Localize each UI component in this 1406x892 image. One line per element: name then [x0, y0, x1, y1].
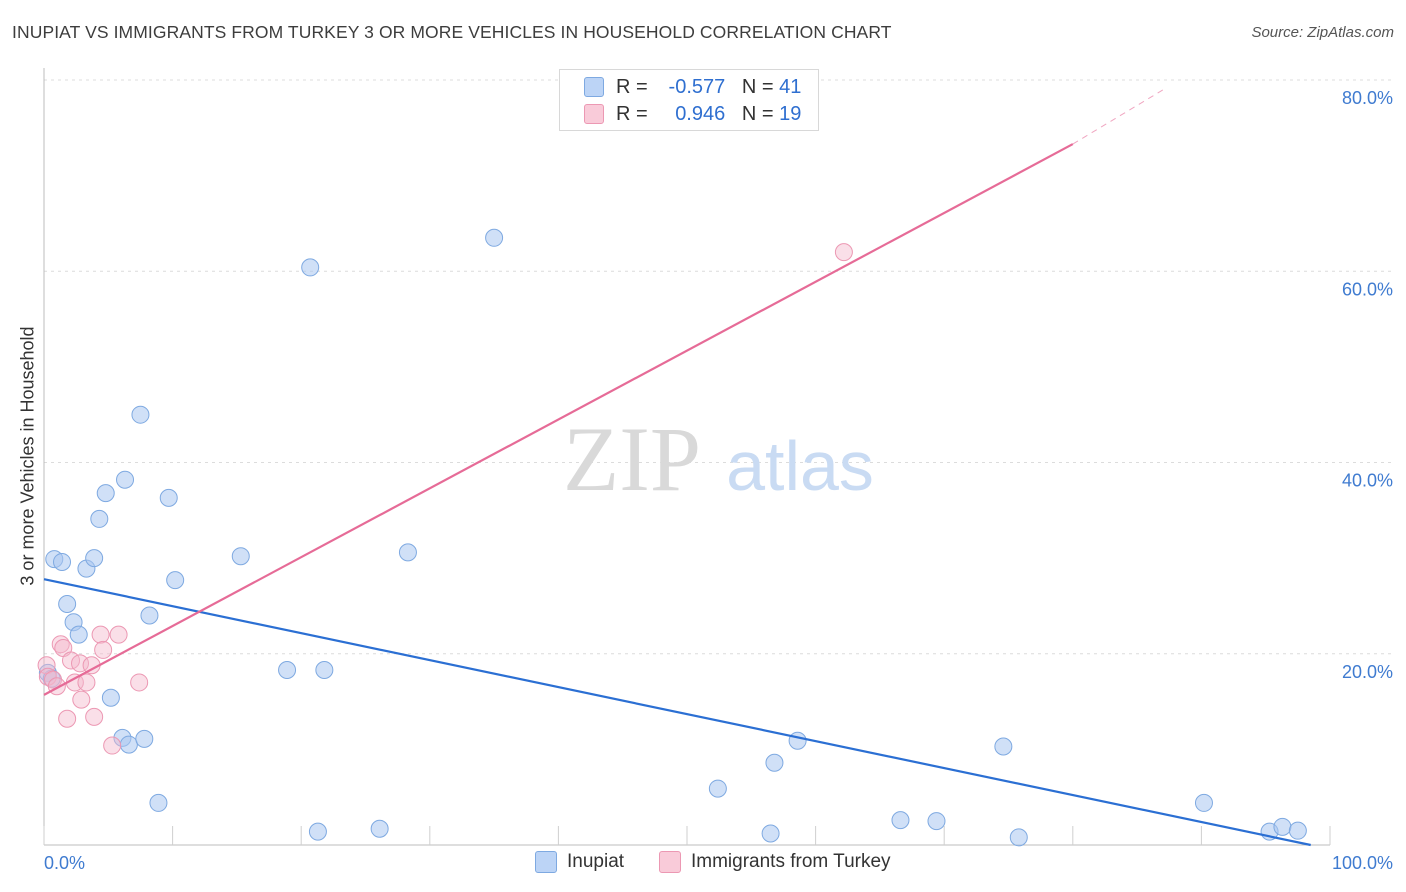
point-inupiat	[708, 779, 727, 798]
legend-n-label: N =	[741, 75, 774, 98]
point-inupiat	[315, 661, 334, 680]
point-inupiat	[278, 661, 297, 680]
point-inupiat	[398, 543, 417, 562]
y-tick-label: 80.0%	[1342, 88, 1393, 108]
point-inupiat	[96, 484, 115, 503]
point-turkey	[103, 736, 122, 755]
watermark-atlas: atlas	[726, 427, 874, 505]
point-inupiat	[101, 688, 120, 707]
point-inupiat	[994, 737, 1013, 756]
point-turkey	[58, 709, 77, 728]
watermark-zip: ZIP	[563, 408, 701, 510]
point-inupiat	[761, 824, 780, 843]
legend-r-label: R =	[616, 102, 648, 125]
point-inupiat	[1194, 793, 1213, 812]
point-inupiat	[90, 509, 109, 528]
legend-r-value-inupiat: -0.577	[668, 75, 726, 98]
series-legend-turkey: Immigrants from Turkey	[659, 851, 891, 873]
legend-n-value-inupiat: 41	[779, 75, 802, 98]
watermark: ZIP atlas	[563, 408, 874, 510]
legend-r-value-turkey: 0.946	[675, 102, 726, 125]
chart-source: Source: ZipAtlas.com	[1251, 24, 1394, 41]
point-inupiat	[788, 731, 807, 750]
trend-lines	[43, 87, 1311, 847]
legend-n-label: N =	[741, 102, 774, 125]
point-inupiat	[891, 811, 910, 830]
trend-line-inupiat	[43, 578, 1311, 847]
legend-row-inupiat: R = -0.577 N = 41	[584, 75, 801, 99]
point-inupiat	[1288, 821, 1307, 840]
y-tick-label: 60.0%	[1342, 279, 1393, 299]
point-inupiat	[301, 258, 320, 277]
y-tick-label: 40.0%	[1342, 471, 1393, 491]
point-inupiat	[485, 228, 504, 247]
point-inupiat	[308, 822, 327, 841]
point-inupiat	[149, 793, 168, 812]
series-legend: Inupiat Immigrants from Turkey	[0, 851, 1406, 877]
point-turkey	[72, 690, 91, 709]
point-inupiat	[370, 819, 389, 838]
gridlines	[44, 79, 1392, 655]
point-inupiat	[131, 405, 150, 424]
point-inupiat	[135, 729, 154, 748]
point-inupiat	[116, 470, 135, 489]
point-turkey	[91, 625, 110, 644]
point-inupiat	[58, 595, 77, 614]
point-inupiat	[140, 606, 159, 625]
legend-swatch-inupiat	[584, 77, 604, 97]
tick-labels: 20.0% 40.0% 60.0% 80.0% 0.0% 100.0%	[44, 88, 1393, 873]
trend-line-turkey-extension	[1072, 87, 1167, 145]
point-inupiat	[1009, 828, 1028, 847]
trend-line-turkey	[43, 143, 1074, 696]
point-inupiat	[231, 547, 250, 566]
axes	[43, 68, 1331, 846]
data-points	[37, 228, 1307, 847]
point-turkey	[94, 640, 113, 659]
point-inupiat	[159, 488, 178, 507]
point-turkey	[77, 673, 96, 692]
point-inupiat	[85, 549, 104, 568]
y-tick-label: 20.0%	[1342, 662, 1393, 682]
chart-title: INUPIAT VS IMMIGRANTS FROM TURKEY 3 OR M…	[12, 22, 892, 42]
point-inupiat	[765, 753, 784, 772]
point-turkey	[130, 673, 149, 692]
series-swatch-inupiat	[535, 851, 557, 873]
point-inupiat	[119, 735, 138, 754]
point-turkey	[109, 625, 128, 644]
series-name-inupiat: Inupiat	[567, 851, 625, 872]
point-turkey	[85, 707, 104, 726]
legend-row-turkey: R = 0.946 N = 19	[584, 102, 801, 126]
series-legend-inupiat: Inupiat	[535, 851, 624, 873]
point-turkey	[834, 243, 853, 262]
legend-swatch-turkey	[584, 104, 604, 124]
legend-r-label: R =	[616, 75, 648, 98]
point-turkey	[71, 654, 90, 673]
x-tick-label-max: 100.0%	[1332, 853, 1393, 873]
correlation-legend: R = -0.577 N = 41 R = 0.946 N = 19	[559, 69, 819, 131]
point-inupiat	[1273, 817, 1292, 836]
series-name-turkey: Immigrants from Turkey	[691, 851, 891, 872]
point-turkey	[38, 667, 57, 686]
point-inupiat	[927, 812, 946, 831]
series-swatch-turkey	[659, 851, 681, 873]
legend-n-value-turkey: 19	[779, 102, 802, 125]
x-tick-label-min: 0.0%	[44, 853, 85, 873]
point-inupiat	[69, 625, 88, 644]
point-inupiat	[53, 552, 72, 571]
point-inupiat	[166, 571, 185, 590]
